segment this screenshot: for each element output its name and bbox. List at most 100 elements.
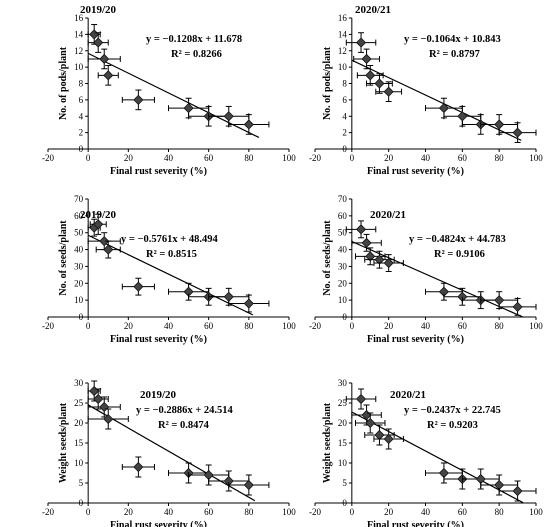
chart-panel-3: -20 0 20 40 60 80 100 0 10 20 30 40 50 60 70 Final rust…: [42, 194, 296, 345]
x-tick-label: 80: [495, 507, 505, 517]
x-axis-label: Final rust severity (%): [367, 520, 464, 527]
regression-equation: y = −0.2437x + 22.745: [404, 405, 501, 416]
x-tick-label: 100: [529, 153, 543, 163]
x-tick-label: 40: [421, 321, 431, 331]
regression-equation: y = −0.2886x + 24.514: [136, 405, 233, 416]
data-point: [512, 301, 523, 312]
x-tick-label: 40: [164, 153, 174, 163]
data-point: [438, 102, 449, 114]
chart-panel-6: -20 0 20 40 60 80 100 0 5 10 15 20 25 30 Final rust se…: [309, 378, 543, 527]
y-tick-label: 30: [74, 378, 84, 388]
x-tick-label: 100: [282, 507, 296, 517]
x-tick-label: 60: [204, 321, 214, 331]
x-tick-label: 80: [495, 153, 505, 163]
x-tick-label: 60: [204, 507, 214, 517]
y-tick-label: 0: [342, 498, 347, 508]
data-point: [93, 393, 104, 405]
y-tick-label: 6: [79, 95, 84, 105]
panel-title: 2020/21: [370, 209, 406, 221]
panel-title: 2019/20: [80, 4, 117, 16]
x-tick-label: -20: [309, 321, 321, 331]
y-tick-label: 0: [79, 144, 84, 154]
regression-equation: y = −0.1064x + 10.843: [404, 34, 501, 45]
x-tick-label: 40: [164, 507, 174, 517]
x-tick-label: 20: [384, 507, 394, 517]
x-tick-label: 60: [458, 507, 468, 517]
x-axis-label: Final rust severity (%): [110, 334, 207, 345]
y-tick-label: 12: [338, 46, 347, 56]
y-tick-label: 5: [79, 478, 84, 488]
trendline: [87, 404, 256, 502]
data-point: [99, 236, 110, 247]
y-tick-label: 70: [338, 194, 348, 204]
x-tick-label: 20: [124, 507, 134, 517]
y-tick-label: 50: [338, 228, 348, 238]
y-tick-label: 25: [74, 398, 84, 408]
panel-title: 2020/21: [390, 389, 426, 401]
x-tick-label: 100: [282, 153, 296, 163]
y-tick-label: 60: [338, 211, 348, 221]
y-tick-label: 12: [74, 46, 83, 56]
x-tick-label: 0: [350, 507, 355, 517]
y-tick-label: 70: [74, 194, 84, 204]
y-tick-label: 50: [74, 228, 84, 238]
x-tick-label: 60: [204, 153, 214, 163]
x-axis-label: Final rust severity (%): [110, 166, 207, 177]
r-squared: R² = 0.8515: [146, 249, 197, 260]
y-tick-label: 10: [74, 62, 84, 72]
y-tick-label: 20: [74, 418, 84, 428]
data-point: [133, 461, 144, 473]
y-axis-label: No. of seeds/plant: [58, 220, 69, 296]
y-tick-label: 0: [79, 312, 84, 322]
data-point: [365, 417, 376, 429]
y-axis-label: Weight seeds/plant: [58, 402, 69, 483]
data-point: [223, 291, 234, 302]
x-tick-label: 80: [495, 321, 505, 331]
y-tick-label: 0: [342, 144, 347, 154]
y-tick-label: 10: [338, 458, 348, 468]
r-squared: R² = 0.9106: [434, 249, 485, 260]
trendline: [351, 59, 522, 141]
x-tick-label: -20: [42, 153, 54, 163]
data-point: [374, 78, 385, 89]
y-axis-label: No. of pods/plant: [58, 46, 69, 120]
y-tick-label: 15: [338, 438, 348, 448]
x-tick-label: 20: [384, 321, 394, 331]
data-point: [383, 257, 394, 269]
x-tick-label: 40: [421, 153, 431, 163]
y-tick-label: 10: [338, 62, 348, 72]
y-tick-label: 40: [74, 245, 84, 255]
x-axis-label: Final rust severity (%): [110, 520, 207, 527]
data-point: [99, 53, 110, 65]
data-point: [494, 119, 505, 130]
trendline: [351, 240, 524, 318]
regression-equation: y = −0.1208x + 11.678: [146, 34, 242, 45]
data-point: [355, 37, 367, 48]
y-axis-label: Weight seeds/plant: [322, 402, 333, 483]
y-tick-label: 25: [338, 398, 348, 408]
x-tick-label: 100: [282, 321, 296, 331]
panel-title: 2020/21: [355, 4, 391, 16]
y-tick-label: 8: [342, 79, 347, 89]
x-tick-label: 0: [86, 321, 91, 331]
x-tick-label: -20: [42, 321, 54, 331]
y-tick-label: 8: [79, 79, 84, 89]
x-tick-label: 0: [350, 153, 355, 163]
panel-title: 2019/20: [80, 209, 117, 221]
data-point: [361, 237, 372, 248]
x-tick-label: 100: [529, 321, 543, 331]
x-tick-label: 20: [124, 153, 134, 163]
y-tick-label: 10: [338, 295, 348, 305]
x-tick-label: -20: [42, 507, 54, 517]
y-tick-label: 16: [338, 13, 348, 23]
data-point: [93, 37, 104, 48]
data-point: [243, 298, 254, 309]
y-axis-label: No. of seeds/plant: [322, 220, 333, 296]
data-point: [494, 295, 505, 306]
data-point: [89, 385, 100, 397]
x-tick-label: 80: [244, 507, 254, 517]
y-tick-label: 0: [79, 498, 84, 508]
data-point: [89, 29, 100, 40]
y-tick-label: 2: [342, 128, 347, 138]
